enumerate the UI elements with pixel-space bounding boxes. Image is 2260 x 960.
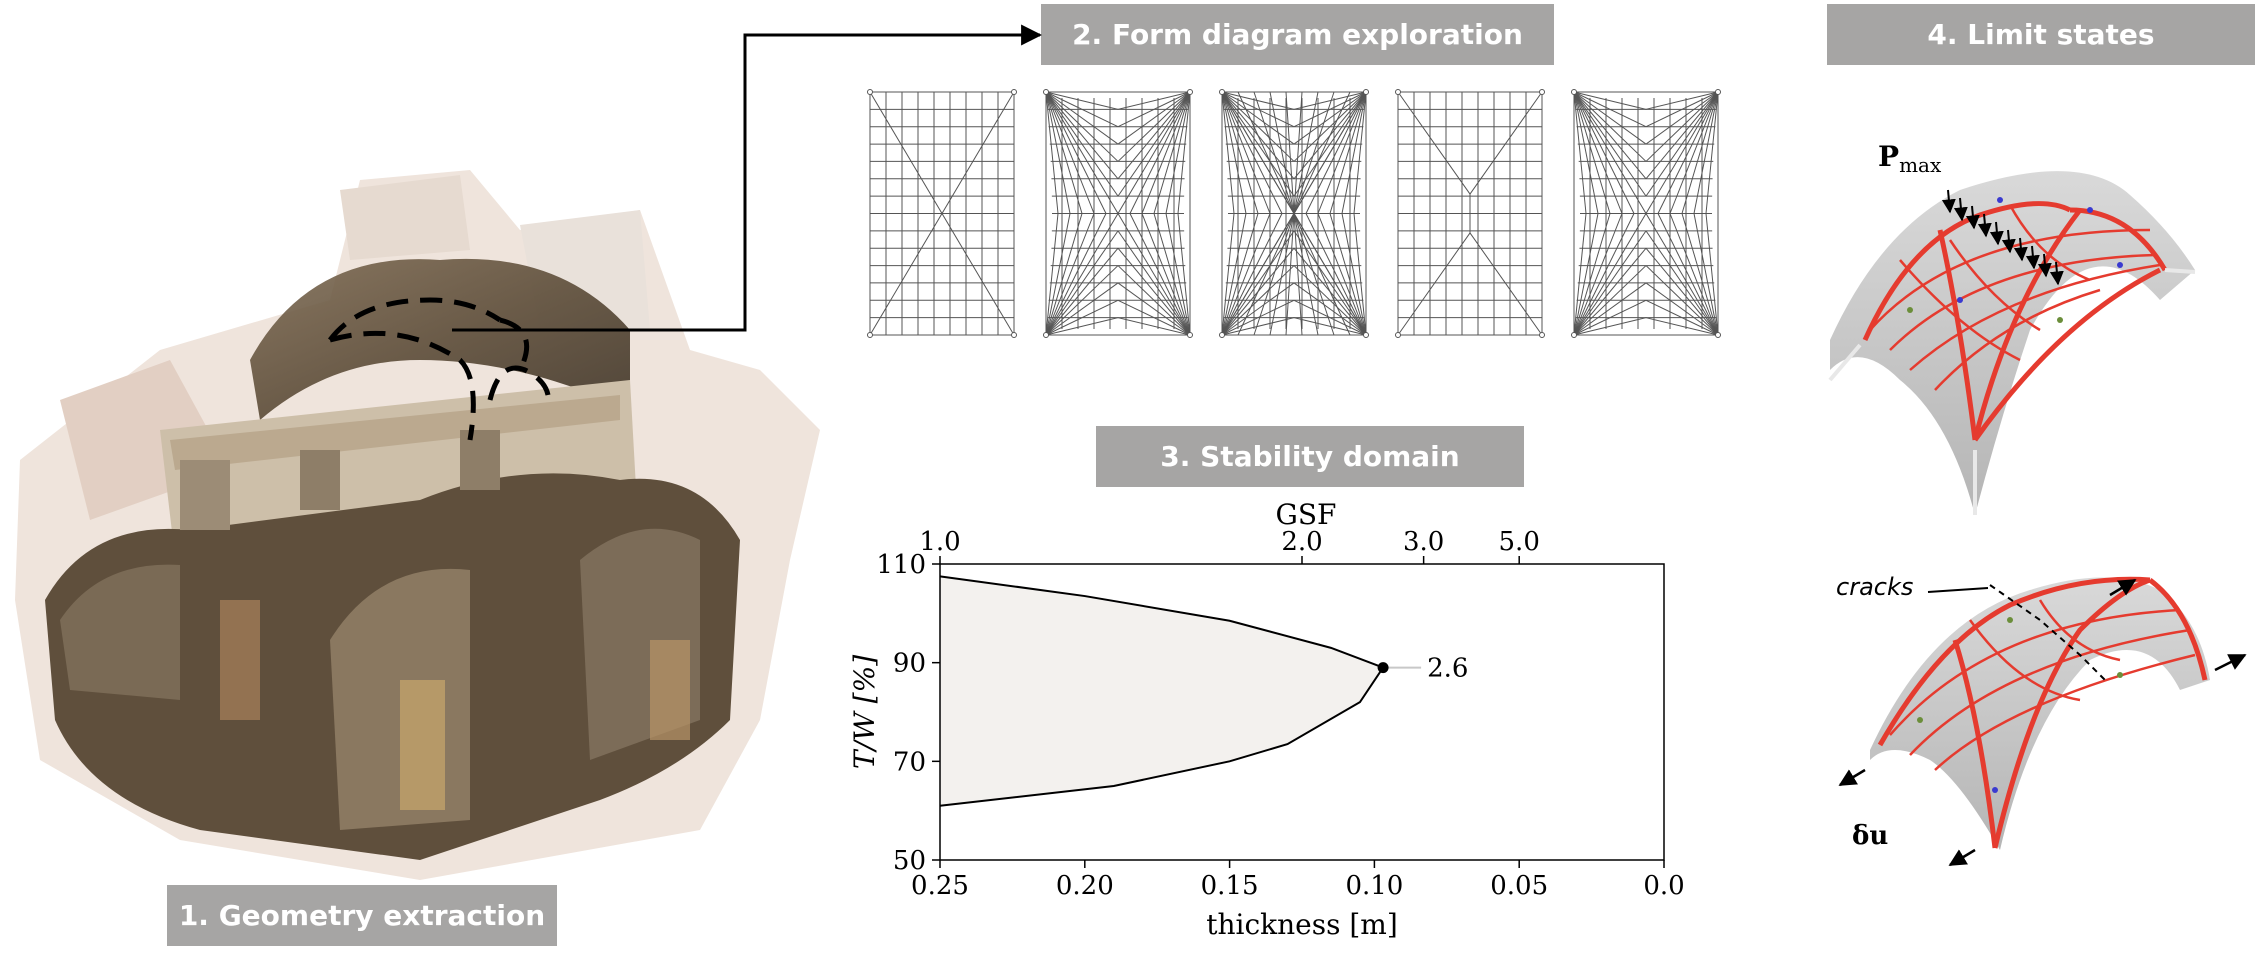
form-diagram-label: 2. Form diagram exploration — [1041, 4, 1554, 65]
stability-domain-area — [940, 576, 1384, 806]
y-tick-label: 50 — [893, 846, 926, 876]
limit-state-bottom — [1838, 576, 2247, 867]
top-tick-label: 2.0 — [1281, 527, 1322, 557]
y-axis-label: T/W [%] — [848, 655, 881, 769]
support-node — [1011, 332, 1017, 338]
y-tick-label: 90 — [893, 649, 926, 679]
upper-boundary-line — [939, 575, 1384, 669]
form-diagram-5 — [1571, 89, 1721, 338]
cracks-label: cracks — [1836, 573, 1913, 601]
support-node — [867, 89, 873, 95]
support-node — [1043, 89, 1049, 95]
x-tick-label: 0.05 — [1490, 871, 1548, 901]
lower-boundary-line — [939, 667, 1384, 807]
form-diagram-set — [867, 89, 1721, 338]
top-tick-label: 3.0 — [1403, 527, 1444, 557]
support-node — [1395, 89, 1401, 95]
support-node — [1715, 89, 1721, 95]
support-node — [1219, 89, 1225, 95]
x-tick-label: 0.20 — [1056, 871, 1114, 901]
top-tick-label: 1.0 — [919, 527, 960, 557]
support-node — [1571, 89, 1577, 95]
top-tick-label: 5.0 — [1499, 527, 1540, 557]
support-node — [1011, 89, 1017, 95]
geometry-extraction-label: 1. Geometry extraction — [167, 885, 557, 946]
limit-point — [1377, 662, 1389, 674]
top-axis-label: GSF — [1276, 498, 1337, 531]
support-node — [1187, 332, 1193, 338]
support-node — [1187, 89, 1193, 95]
support-node — [1539, 332, 1545, 338]
x-tick-label: 0.25 — [911, 871, 969, 901]
x-tick-label: 0.10 — [1345, 871, 1403, 901]
form-diagram-2 — [1043, 89, 1193, 338]
y-tick-label: 110 — [876, 550, 926, 580]
support-node — [1363, 89, 1369, 95]
limit-state-top — [1828, 171, 2196, 516]
support-node — [867, 332, 873, 338]
x-tick-label: 0.0 — [1643, 871, 1684, 901]
support-node — [1219, 332, 1225, 338]
connector-arrow — [452, 24, 1043, 332]
x-axis-label: thickness [m] — [1206, 908, 1398, 941]
support-node — [1715, 332, 1721, 338]
x-tick-label: 0.15 — [1201, 871, 1259, 901]
limit-point-label: 2.6 — [1427, 654, 1468, 684]
church-point-cloud — [15, 170, 820, 880]
p-max-label: Pmax — [1878, 140, 1942, 177]
form-diagram-3 — [1219, 89, 1369, 338]
limit-states-label: 4. Limit states — [1827, 4, 2255, 65]
form-diagram-4 — [1395, 89, 1545, 338]
stability-domain-label: 3. Stability domain — [1096, 426, 1524, 487]
delta-u-label: δu — [1852, 821, 1888, 851]
support-node — [1395, 332, 1401, 338]
support-node — [1043, 332, 1049, 338]
support-node — [1539, 89, 1545, 95]
support-node — [1571, 332, 1577, 338]
form-diagram-1 — [867, 89, 1017, 338]
y-tick-label: 70 — [893, 747, 926, 777]
support-node — [1363, 332, 1369, 338]
